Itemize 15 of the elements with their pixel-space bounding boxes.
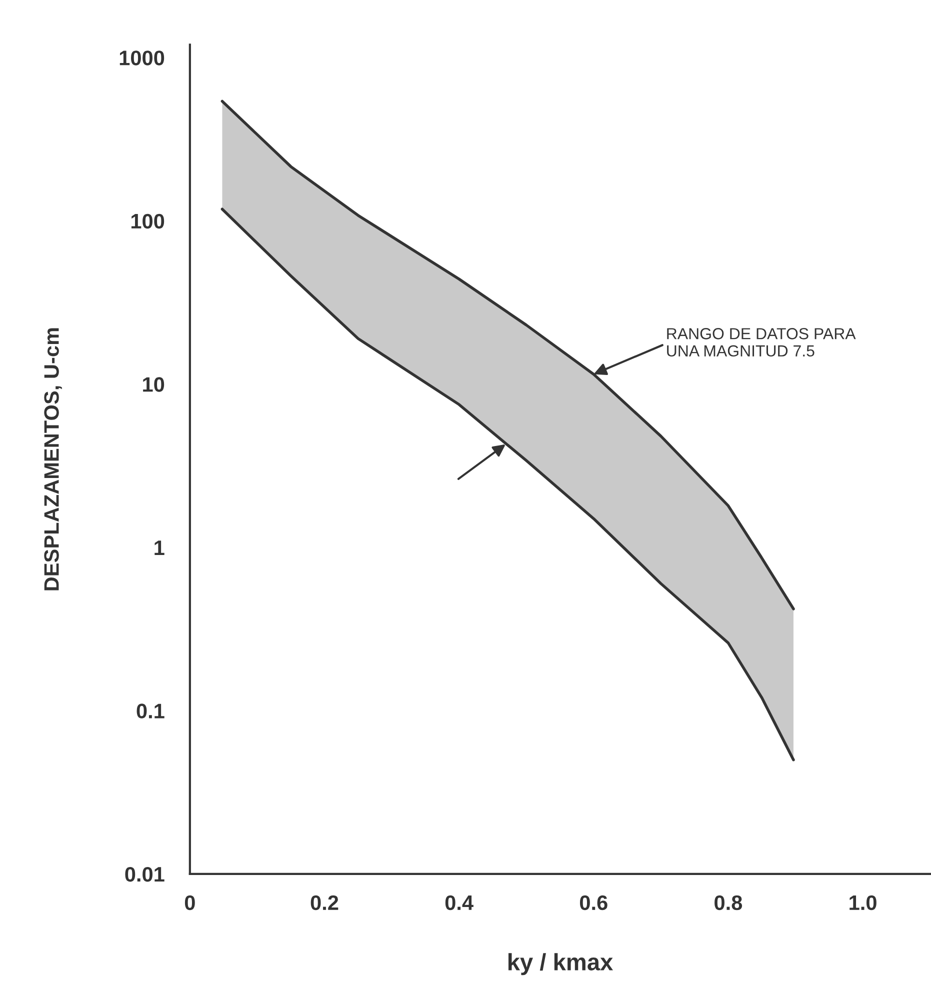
- y-tick-label: 100: [131, 214, 164, 229]
- x-tick-label: 0: [184, 895, 195, 910]
- annotation: RANGO DE DATOS PARA UNA MAGNITUD 7.5: [667, 328, 856, 357]
- x-tick-label: 0.4: [445, 895, 474, 910]
- y-tick-label: 0.1: [136, 704, 164, 718]
- x-tick-label: 0.6: [580, 895, 608, 910]
- y-tick-label: 1000: [120, 50, 164, 66]
- x-tick-label: 0.2: [310, 895, 338, 910]
- y-tick-label: 1: [154, 540, 164, 555]
- x-tick-label: 0.8: [714, 895, 742, 910]
- x-axis-title: ky / kmax: [508, 953, 613, 976]
- y-tick-label: 10: [143, 377, 164, 392]
- y-axis-title: DESPLAZAMENTOS, U-cm: [44, 328, 62, 590]
- y-tick-label: 0.01: [125, 866, 164, 882]
- x-tick-label: 1.0: [850, 895, 876, 910]
